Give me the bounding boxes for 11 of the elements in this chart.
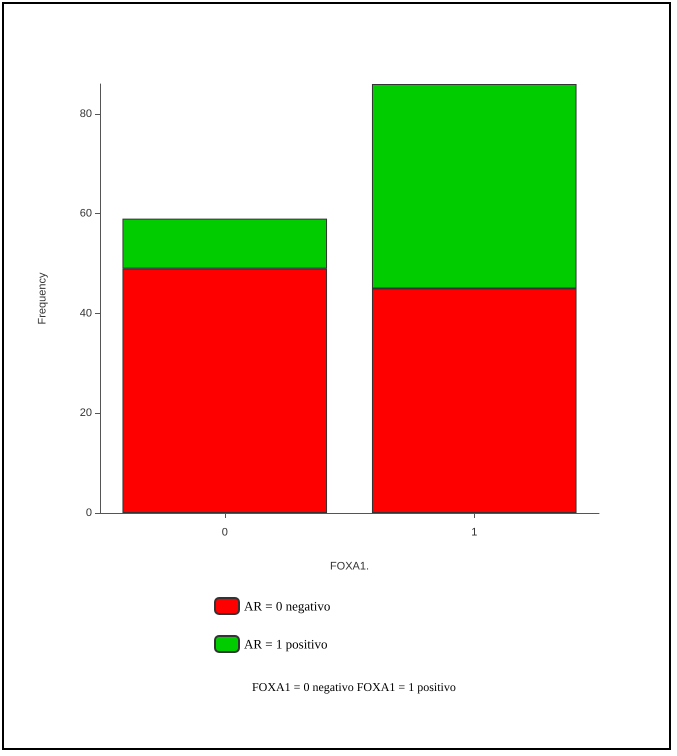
y-tick-label: 0	[86, 507, 92, 519]
legend-label: AR = 1 positivo	[244, 636, 328, 652]
y-tick-label: 20	[80, 407, 92, 420]
text: FOXA1 = 0 negativo FOXA1 = 1 positivo	[252, 680, 456, 694]
x-axis-title: FOXA1.	[330, 560, 370, 572]
y-tick-label: 80	[80, 108, 92, 120]
y-axis-title: Frequency	[36, 272, 48, 324]
x-tick-label: 1	[471, 526, 478, 538]
y-tick-label: 60	[80, 208, 92, 220]
legend-label: AR = 0 negativo	[244, 598, 330, 614]
y-tick-label: 40	[80, 307, 92, 320]
